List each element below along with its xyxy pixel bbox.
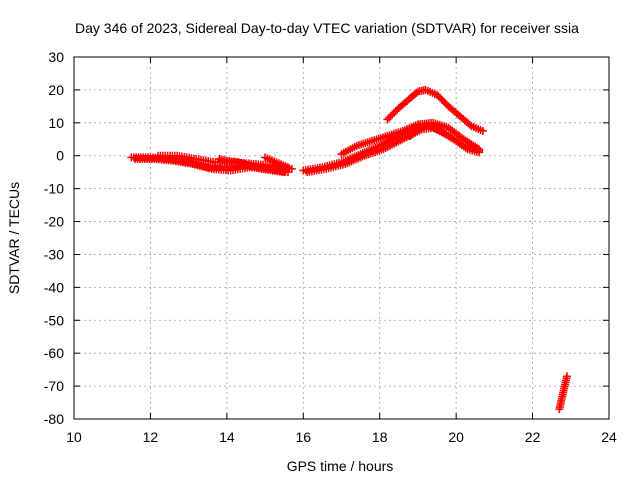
y-tick-label: -40 — [44, 279, 64, 295]
y-tick-label: 30 — [48, 49, 64, 65]
y-tick-label: -50 — [44, 312, 64, 328]
x-axis-label: GPS time / hours — [287, 458, 394, 474]
x-tick-label: 10 — [66, 429, 82, 445]
grid-lines — [74, 57, 609, 419]
y-tick-label: -80 — [44, 411, 64, 427]
data-point — [475, 145, 484, 154]
x-tick-labels: 10 12 14 16 18 20 22 24 — [66, 429, 617, 445]
y-tick-labels: -80 -70 -60 -50 -40 -30 -20 -10 0 10 20 30 — [44, 49, 64, 427]
data-point — [412, 88, 421, 97]
data-point — [413, 125, 422, 134]
series-track-i — [383, 85, 487, 136]
y-tick-label: 0 — [56, 148, 64, 164]
series-track-d — [215, 155, 289, 177]
y-tick-label: -20 — [44, 214, 64, 230]
data-point — [421, 122, 430, 131]
chart-title: Day 346 of 2023, Sidereal Day-to-day VTE… — [75, 20, 579, 36]
x-tick-label: 18 — [372, 429, 388, 445]
data-point — [473, 143, 482, 152]
x-tick-label: 24 — [601, 429, 617, 445]
data-points — [127, 85, 571, 414]
y-axis-label: SDTVAR / TECUs — [6, 182, 22, 294]
y-tick-label: -60 — [44, 345, 64, 361]
data-point — [419, 122, 428, 131]
x-tick-label: 16 — [295, 429, 311, 445]
data-point — [280, 168, 289, 177]
data-point — [478, 127, 487, 136]
axis-ticks — [73, 56, 610, 420]
series-track-e — [261, 153, 292, 172]
data-point — [284, 163, 292, 172]
x-tick-label: 22 — [525, 429, 541, 445]
data-point — [417, 123, 426, 132]
y-tick-label: -30 — [44, 246, 64, 262]
y-tick-label: 10 — [48, 115, 64, 131]
x-tick-label: 12 — [143, 429, 159, 445]
x-tick-label: 20 — [448, 429, 464, 445]
x-tick-label: 14 — [219, 429, 235, 445]
series-track-k — [555, 372, 571, 414]
plot-frame — [73, 56, 610, 420]
y-tick-label: 20 — [48, 82, 64, 98]
series-track-j — [406, 122, 430, 140]
series-track-h — [337, 118, 484, 159]
data-point — [415, 124, 424, 133]
data-point — [562, 372, 571, 381]
data-point — [287, 164, 296, 173]
y-tick-label: -10 — [44, 181, 64, 197]
y-tick-label: -70 — [44, 378, 64, 394]
data-point — [457, 140, 466, 149]
